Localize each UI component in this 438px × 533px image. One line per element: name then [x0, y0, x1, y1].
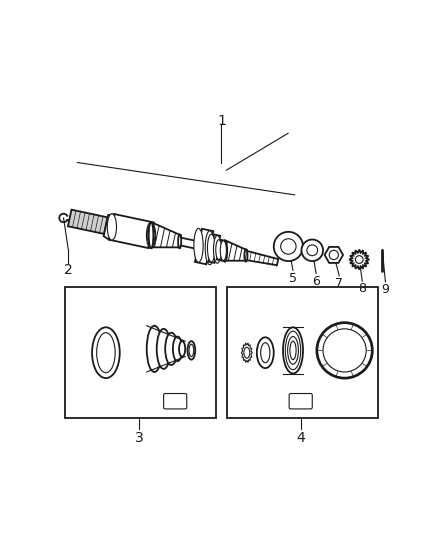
Ellipse shape [290, 341, 296, 360]
Ellipse shape [147, 326, 162, 372]
Text: 3: 3 [134, 431, 143, 445]
Ellipse shape [208, 234, 215, 262]
Ellipse shape [261, 343, 270, 363]
Polygon shape [245, 251, 278, 265]
Ellipse shape [92, 327, 120, 378]
Ellipse shape [205, 231, 215, 265]
FancyBboxPatch shape [164, 393, 187, 409]
Circle shape [307, 245, 318, 256]
Ellipse shape [179, 341, 185, 357]
Text: 8: 8 [358, 282, 366, 295]
Ellipse shape [97, 333, 115, 373]
Ellipse shape [178, 235, 181, 248]
Circle shape [274, 232, 303, 261]
Polygon shape [349, 249, 369, 270]
Ellipse shape [244, 348, 250, 358]
Ellipse shape [107, 214, 117, 240]
Text: 7: 7 [335, 277, 343, 290]
Circle shape [317, 322, 372, 378]
Circle shape [355, 256, 363, 263]
Ellipse shape [288, 336, 298, 364]
Ellipse shape [220, 240, 226, 261]
Circle shape [301, 239, 323, 261]
Polygon shape [325, 247, 343, 263]
Text: 9: 9 [381, 283, 389, 296]
Polygon shape [217, 240, 226, 261]
Ellipse shape [189, 344, 194, 357]
Text: 5: 5 [289, 271, 297, 285]
Ellipse shape [213, 236, 221, 263]
Ellipse shape [257, 337, 274, 368]
Bar [227, 287, 378, 418]
Ellipse shape [283, 327, 303, 374]
Polygon shape [195, 229, 213, 264]
Polygon shape [109, 214, 154, 248]
Polygon shape [179, 238, 199, 249]
Circle shape [281, 239, 296, 254]
Polygon shape [208, 235, 220, 263]
FancyBboxPatch shape [289, 393, 312, 409]
Ellipse shape [244, 249, 247, 262]
Ellipse shape [216, 240, 222, 260]
Ellipse shape [223, 240, 227, 262]
Ellipse shape [187, 341, 195, 360]
Circle shape [329, 251, 339, 260]
Text: 2: 2 [64, 263, 73, 277]
Polygon shape [68, 209, 108, 234]
Bar [65, 287, 216, 418]
Text: 6: 6 [312, 274, 320, 288]
Text: 1: 1 [217, 114, 226, 128]
Polygon shape [223, 241, 247, 261]
Polygon shape [104, 214, 115, 240]
Ellipse shape [147, 224, 155, 246]
Ellipse shape [173, 336, 182, 361]
Ellipse shape [149, 222, 153, 248]
Ellipse shape [165, 333, 177, 365]
Ellipse shape [146, 222, 155, 248]
Circle shape [323, 329, 366, 372]
Ellipse shape [157, 329, 170, 369]
Polygon shape [148, 223, 181, 247]
Ellipse shape [194, 229, 203, 262]
Ellipse shape [149, 228, 153, 243]
Ellipse shape [285, 331, 301, 370]
Text: 4: 4 [297, 431, 305, 445]
Polygon shape [241, 343, 252, 362]
